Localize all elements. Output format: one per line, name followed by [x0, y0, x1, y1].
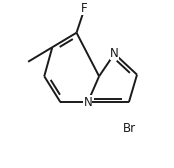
Text: N: N: [110, 47, 119, 60]
Text: Br: Br: [122, 122, 136, 135]
Text: F: F: [81, 2, 88, 15]
Text: N: N: [83, 96, 92, 109]
